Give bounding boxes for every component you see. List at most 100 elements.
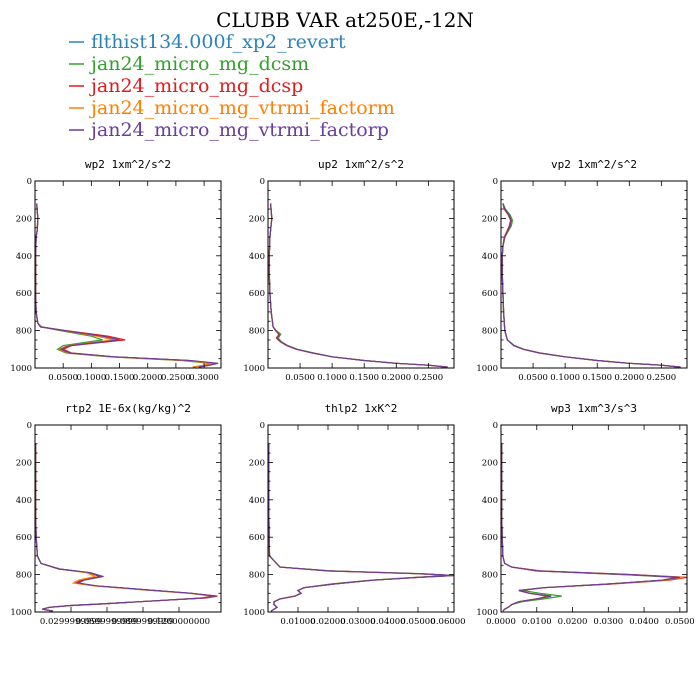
x-tick-label: 0.0400 [629,617,659,627]
y-tick-label: 800 [249,327,265,337]
series-line-4 [501,443,684,612]
series-group [35,203,219,368]
panel-title: thlp2 1xK^2 [325,402,398,415]
series-line-1 [268,203,448,368]
plot-frame [267,424,455,613]
legend-label: jan24_micro_mg_dcsp [89,75,303,97]
legend-label: jan24_micro_mg_vtrmi_factorm [89,97,395,119]
series-line-1 [501,443,680,612]
y-tick-label: 1000 [476,364,498,374]
legend: flthist134.000f_xp2_revertjan24_micro_mg… [69,31,395,141]
y-tick-label: 1000 [243,608,265,618]
x-tick-label: 0.0500 [285,373,315,383]
panel-title: wp3 1xm^3/s^3 [551,402,637,415]
x-tick-label: 0.06000 [430,617,465,627]
legend-entry: flthist134.000f_xp2_revert [69,31,346,53]
series-line-1 [35,443,216,612]
plot-frame [500,424,688,613]
x-tick-label: 0.0599999999 [76,617,138,627]
series-group [268,203,448,368]
y-tick-label: 800 [482,327,498,337]
series-line-5 [268,443,454,612]
y-tick-label: 600 [16,289,32,299]
x-tick-label: 0.0300 [593,617,623,627]
y-tick-label: 800 [482,571,498,581]
y-tick-label: 200 [16,214,32,224]
y-tick-label: 200 [249,214,265,224]
series-group [268,443,454,612]
x-tick-label: 0.01000 [280,617,315,627]
series-line-2 [268,203,448,368]
series-line-2 [35,203,210,368]
legend-label: flthist134.000f_xp2_revert [91,31,346,53]
panel-title: vp2 1xm^2/s^2 [551,158,637,171]
y-tick-label: 800 [16,327,32,337]
series-line-4 [268,203,448,368]
series-line-5 [268,203,448,368]
y-tick-label: 200 [249,458,265,468]
series-line-4 [268,443,452,612]
legend-entry: jan24_micro_mg_dcsm [69,53,309,75]
series-line-3 [501,203,681,368]
y-tick-label: 400 [249,252,265,262]
x-tick-label: 0.2000 [133,373,163,383]
series-line-3 [35,443,218,612]
series-line-2 [35,443,216,612]
x-tick-label: 0.3000 [189,373,219,383]
series-line-5 [35,203,219,368]
panel-1: wp2 1xm^2/s^2 0 200 400 600 800 1000 0.05000.10… [10,158,222,383]
y-tick-label: 800 [249,571,265,581]
series-group [501,443,687,612]
series-line-2 [501,203,681,368]
x-tick-label: 0.05000 [400,617,435,627]
panel-3: vp2 1xm^2/s^2 0 200 400 600 800 1000 0.0500 0.10… [476,158,688,383]
panel-2: up2 1xm^2/s^2 0 200 400 600 800 1000 0.0500 0.10… [243,158,455,383]
y-tick-label: 0 [27,177,32,187]
legend-entry: jan24_micro_mg_dcsp [69,75,303,97]
panels: wp2 1xm^2/s^2020040060080010000.05000.10… [10,158,694,627]
panel-5: thlp2 1xK^2 0 200 400 600 800 1000 0.010000.020… [243,402,465,627]
series-line-5 [501,443,680,612]
x-tick-label: 0.0299999999 [40,617,102,627]
y-tick-label: 800 [16,571,32,581]
y-tick-label: 1000 [243,364,265,374]
x-tick-label: 0.2500 [161,373,191,383]
y-tick-label: 400 [482,252,498,262]
panel-4: rtp2 1E-6x(kg/kg)^2 0 200 400 600 800 1000 0.02… [10,402,222,627]
series-line-3 [268,443,454,612]
plot-frame [267,180,455,369]
x-tick-label: 0.0500 [665,617,695,627]
x-tick-label: 0.1500 [105,373,135,383]
y-tick-label: 0 [260,421,265,431]
x-tick-label: 0.1000 [317,373,347,383]
x-tick-label: 0.2000 [614,373,644,383]
y-tick-label: 400 [16,496,32,506]
x-tick-label: 0.0200 [558,617,588,627]
y-tick-label: 0 [493,421,498,431]
plot-frame [500,180,688,369]
legend-entry: jan24_micro_mg_vtrmi_factorm [69,97,395,119]
x-tick-label: 0.1000 [550,373,580,383]
y-tick-label: 200 [482,214,498,224]
series-line-3 [501,443,687,612]
y-tick-label: 200 [16,458,32,468]
x-tick-label: 0.0000 [486,617,516,627]
x-tick-label: 0.1200000000 [148,617,210,627]
x-tick-label: 0.1500 [582,373,612,383]
series-line-3 [268,203,448,368]
series-group [35,443,218,612]
x-tick-label: 0.1500 [349,373,379,383]
series-line-5 [35,443,216,612]
y-tick-label: 400 [482,496,498,506]
x-tick-label: 0.1000 [76,373,106,383]
x-tick-label: 0.2500 [646,373,676,383]
y-tick-label: 400 [16,252,32,262]
series-line-3 [35,203,216,368]
y-tick-label: 600 [249,533,265,543]
y-tick-label: 0 [260,177,265,187]
x-tick-label: 0.0100 [522,617,552,627]
y-tick-label: 200 [482,458,498,468]
series-line-1 [35,203,216,368]
